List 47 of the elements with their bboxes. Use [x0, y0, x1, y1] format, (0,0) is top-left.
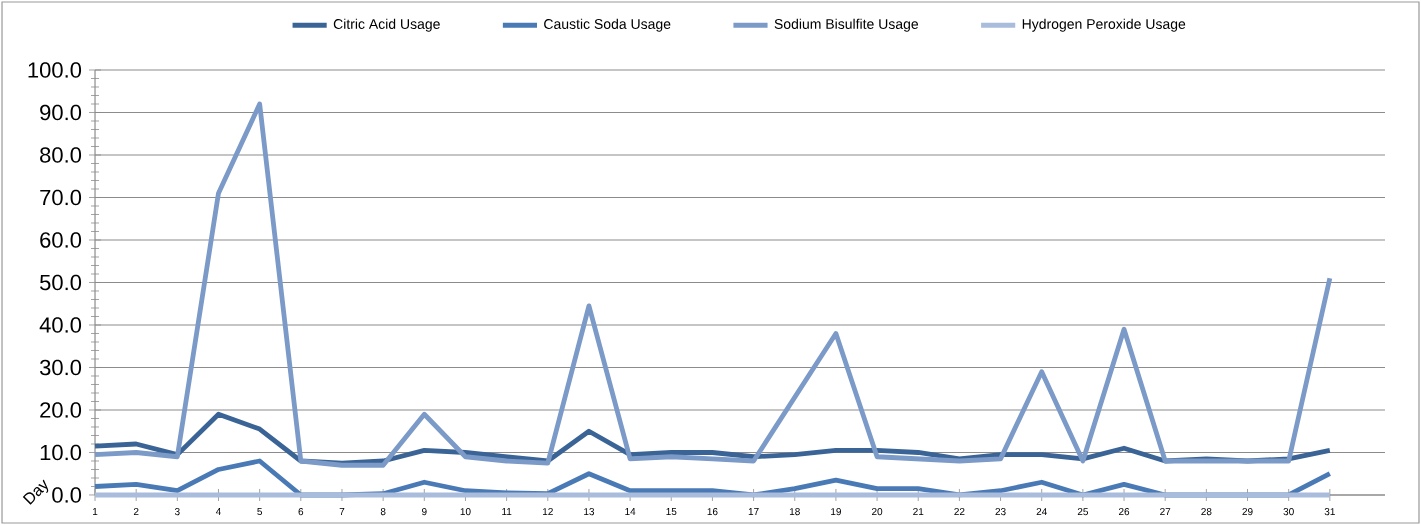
y-tick-label: 80.0 — [40, 147, 82, 163]
x-tick-label: 21 — [913, 508, 924, 516]
x-tick-label: 29 — [1242, 508, 1253, 516]
x-tick-label: 1 — [92, 508, 98, 515]
x-tick-label: 9 — [421, 508, 427, 516]
x-tick-label: 19 — [831, 508, 841, 516]
legend-label: Sodium Bisulfite Usage — [774, 18, 919, 32]
y-tick-label: 0.0 — [52, 487, 82, 503]
x-tick-label: 6 — [298, 508, 304, 516]
y-tick-label: 90.0 — [40, 104, 82, 121]
legend-label: Citric Acid Usage — [333, 18, 440, 32]
x-tick-label: 30 — [1283, 508, 1294, 516]
y-tick-label: 70.0 — [40, 189, 82, 206]
x-tick-label: 24 — [1036, 508, 1047, 516]
x-tick-label: 27 — [1160, 508, 1171, 516]
x-tick-label: 28 — [1201, 508, 1212, 516]
y-tick-label: 40.0 — [39, 317, 82, 333]
x-tick-label: 11 — [502, 508, 512, 515]
x-tick-label: 23 — [995, 508, 1006, 516]
x-tick-label: 4 — [215, 508, 221, 515]
x-tick-label: 10 — [460, 508, 471, 516]
x-tick-label: 17 — [748, 508, 759, 515]
legend-label: Caustic Soda Usage — [544, 18, 671, 32]
x-tick-label: 20 — [872, 508, 883, 516]
y-tick-label: 10.0 — [40, 444, 82, 461]
x-tick-label: 15 — [666, 508, 677, 516]
x-tick-label: 7 — [339, 508, 345, 515]
x-tick-label: 2 — [133, 508, 139, 516]
x-tick-label: 12 — [542, 508, 553, 516]
x-tick-label: 8 — [380, 508, 386, 516]
x-tick-label: 18 — [789, 508, 800, 516]
y-tick-label: 50.0 — [40, 274, 82, 291]
y-tick-label: 30.0 — [39, 359, 82, 376]
y-tick-label: 20.0 — [40, 402, 82, 418]
x-tick-label: 26 — [1118, 508, 1130, 516]
x-tick-label: 5 — [257, 508, 263, 516]
legend-label: Hydrogen Peroxide Usage — [1022, 18, 1186, 32]
x-tick-label: 25 — [1077, 508, 1089, 516]
x-tick-label: 16 — [707, 508, 718, 516]
y-tick-label: 100.0 — [28, 62, 82, 78]
x-tick-label: 3 — [174, 508, 180, 516]
x-axis-title: Day — [22, 479, 49, 505]
y-tick-label: 60.0 — [40, 232, 82, 248]
x-tick-label: 22 — [954, 508, 965, 516]
x-tick-label: 13 — [584, 508, 595, 516]
x-tick-label: 14 — [625, 508, 636, 515]
x-tick-label: 31 — [1324, 508, 1335, 516]
